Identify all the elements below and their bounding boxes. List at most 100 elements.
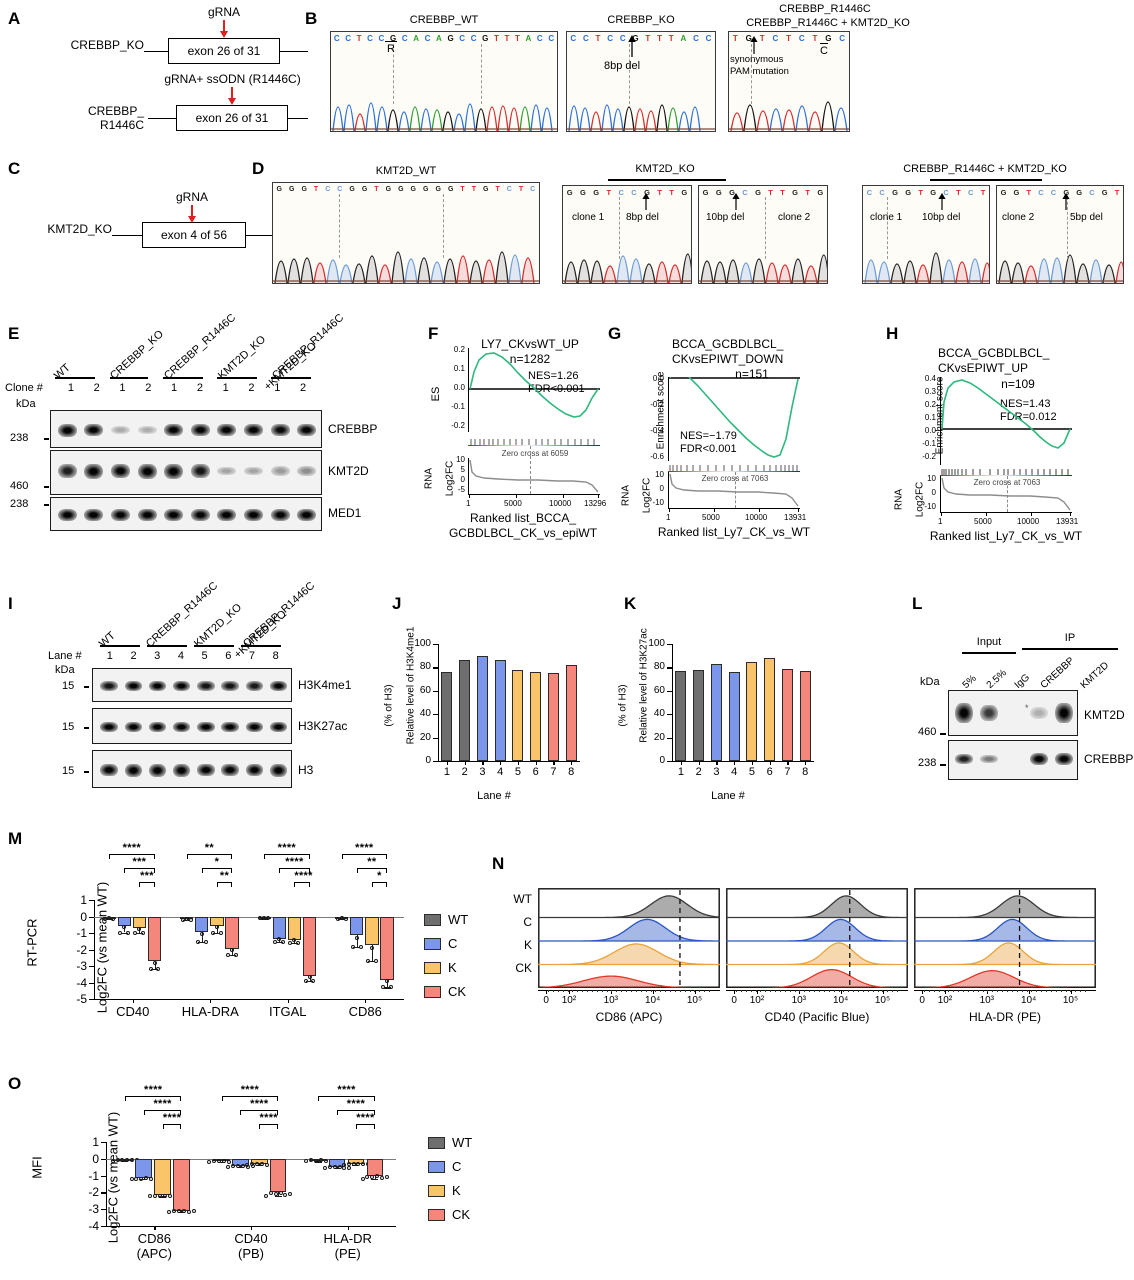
chart-o-mfi: 1 0 -1 -2 -3 -4 CD86 (APC) CD40 (PB) HLA-DR (PE) ***…	[72, 1084, 402, 1261]
x-tick	[482, 761, 484, 765]
blot-band	[100, 721, 118, 733]
flow-minor-tick	[953, 990, 955, 993]
legend-o-swatch-ck	[428, 1208, 445, 1221]
blot-band	[245, 721, 263, 733]
chromatogram-guide-1b	[481, 44, 482, 104]
blot-band	[124, 680, 142, 692]
panel-f-rna-yticks: 10 5 0 -5	[443, 455, 467, 494]
chart-j-h3k4me1: 0 20 40 60 80 100 1 2 3 4 5 6 7 8	[404, 638, 584, 783]
panel-f-es-curve	[468, 352, 600, 418]
significance-bracket	[356, 868, 387, 873]
bar	[251, 1158, 268, 1164]
f-ytick-1: 0.1	[453, 364, 465, 373]
data-point	[288, 1191, 293, 1196]
significance-bracket	[143, 1110, 182, 1115]
panel-e-group-crebbp-ko: CREBBP_KO	[107, 328, 166, 382]
f-xt-1	[516, 494, 518, 498]
data-point	[335, 916, 340, 921]
flow-peak	[726, 918, 909, 942]
blot-band	[148, 763, 167, 777]
panel-b-trace2-annot: 8bp del	[604, 60, 641, 72]
significance-stars: ****	[356, 1112, 375, 1124]
blot-band	[100, 763, 118, 777]
flow-minor-tick	[1007, 990, 1008, 993]
significance-bracket	[279, 868, 310, 873]
significance-stars: ****	[277, 842, 296, 854]
data-point	[103, 917, 108, 922]
flow-x-axis	[538, 990, 720, 992]
blot-band	[269, 763, 288, 777]
data-point	[186, 1209, 191, 1214]
lane-num-2: 2	[130, 650, 137, 662]
panel-g-xaxis	[668, 508, 800, 510]
blot-band	[84, 423, 104, 437]
panel-n-xlabel-2: HLA-DR (PE)	[968, 1010, 1041, 1024]
error-cap	[151, 968, 158, 970]
panel-h-xaxis-label: Ranked list_Ly7_CK_vs_WT	[929, 529, 1083, 543]
flow-minor-tick	[1080, 990, 1082, 993]
flow-minor-tick	[775, 990, 776, 993]
blot-band	[1055, 753, 1074, 765]
panel-b-trace1-title: CREBBP_WT	[409, 14, 479, 26]
blot-band	[197, 763, 215, 777]
x-tick	[154, 1226, 156, 1230]
f-rna-tick-1: 5	[460, 465, 465, 474]
data-point	[110, 1158, 115, 1163]
blot-band	[164, 463, 184, 479]
blot-h3k27ac	[92, 708, 292, 744]
panel-k-xlabel: Lane #	[711, 790, 745, 802]
blot-band	[100, 680, 118, 691]
y-tick-label: -3	[88, 1202, 99, 1217]
data-point	[177, 1209, 182, 1214]
bar	[693, 670, 705, 761]
error-cap	[306, 980, 313, 982]
data-point	[226, 1164, 231, 1169]
blot-band	[270, 466, 290, 476]
y-tick	[101, 1142, 106, 1144]
flow-minor-tick	[897, 990, 898, 993]
panel-e-mw-tick-3	[44, 504, 49, 506]
data-point	[318, 1158, 323, 1163]
flow-minor-tick	[679, 990, 681, 993]
panel-l-lane-crebbp: CREBBP	[1038, 655, 1077, 691]
g-xlabel-1: 5000	[702, 513, 720, 522]
blot-band	[137, 509, 157, 521]
error-cap	[135, 932, 143, 934]
data-point	[350, 945, 355, 950]
legend-swatch-k	[424, 961, 441, 974]
flow-x-tick-label: 0	[731, 995, 737, 1006]
flow-peak	[537, 975, 721, 989]
data-point	[167, 1194, 172, 1199]
y-tick-label: 100	[648, 638, 665, 649]
flow-minor-tick	[1075, 990, 1077, 993]
flow-minor-tick	[887, 990, 889, 993]
flow-x-tick-label: 10²	[749, 995, 765, 1006]
flow-minor-tick	[1002, 990, 1003, 993]
flow-minor-tick	[779, 990, 781, 993]
significance-stars: ****	[162, 1112, 182, 1124]
x-group-label: ITGAL	[268, 1004, 307, 1019]
panel-h-title-1: BCCA_GCBDLBCL_	[938, 346, 1050, 360]
y-tick	[101, 1226, 106, 1228]
panel-f-xaxis-label-1: Ranked list_BCCA_	[469, 511, 577, 525]
panel-f-nes: NES=1.26	[528, 370, 579, 382]
g-xlabel-2: 10000	[745, 513, 768, 522]
blot-band	[190, 423, 210, 437]
legend-o-row-ck: CK	[428, 1207, 472, 1222]
flow-minor-tick	[567, 990, 569, 993]
flow-x-tick-label: 10²	[561, 995, 577, 1006]
data-point	[262, 915, 267, 920]
panel-d-title-wt: KMT2D_WT	[375, 165, 437, 177]
panel-f-zero-cross: Zero cross at 6059	[501, 449, 569, 458]
x-tick-label: 8	[568, 766, 575, 778]
flow-minor-tick	[933, 990, 935, 993]
x-tick-label: 7	[550, 766, 557, 778]
panel-i-mwtick-2	[84, 727, 89, 729]
blot-name-crebbp-l: CREBBP	[1084, 752, 1134, 766]
x-tick	[571, 761, 573, 765]
panel-b-trace3-supertitle: CREBBP_R1446C	[779, 3, 871, 15]
data-point	[365, 1174, 370, 1179]
